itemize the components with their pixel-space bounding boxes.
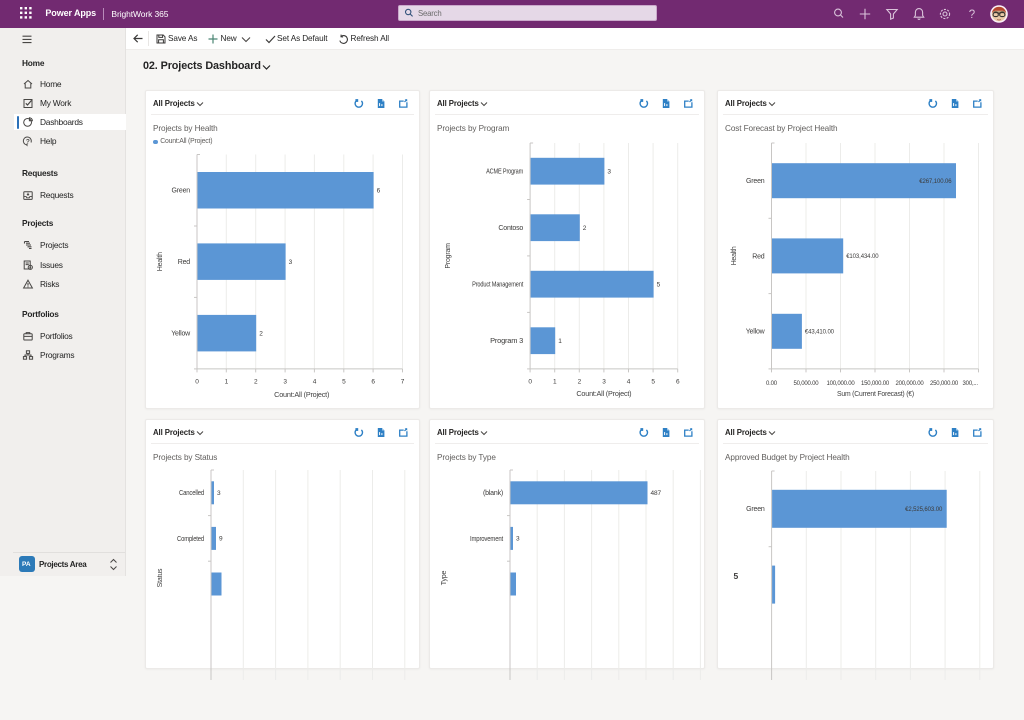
svg-text:Yellow: Yellow — [746, 329, 766, 336]
svg-text:(blank): (blank) — [483, 490, 503, 497]
svg-text:ACME Program: ACME Program — [486, 169, 523, 176]
svg-text:0: 0 — [528, 379, 532, 386]
svg-text:3: 3 — [283, 378, 287, 385]
svg-text:Green: Green — [746, 178, 765, 185]
svg-text:Red: Red — [752, 253, 765, 260]
svg-text:1: 1 — [553, 379, 557, 386]
svg-text:?: ? — [25, 139, 29, 146]
svg-text:Green: Green — [746, 506, 765, 513]
svg-text:3: 3 — [602, 379, 606, 386]
svg-text:Health: Health — [157, 252, 164, 271]
svg-text:Completed: Completed — [177, 536, 204, 543]
svg-text:Program: Program — [445, 243, 452, 269]
svg-text:Count:All (Project): Count:All (Project) — [274, 392, 329, 399]
svg-text:2: 2 — [254, 378, 258, 385]
svg-text:0.00: 0.00 — [766, 381, 778, 387]
svg-text:Contoso: Contoso — [498, 225, 523, 232]
svg-text:Yellow: Yellow — [171, 331, 191, 338]
svg-text:Green: Green — [172, 188, 191, 195]
svg-text:5: 5 — [651, 379, 655, 386]
svg-text:3: 3 — [607, 168, 611, 175]
svg-text:250,000.00: 250,000.00 — [930, 381, 959, 387]
svg-text:0: 0 — [195, 378, 199, 385]
svg-text:1: 1 — [558, 338, 562, 345]
svg-text:5: 5 — [342, 378, 346, 385]
svg-text:2: 2 — [578, 379, 582, 386]
svg-text:150,000.00: 150,000.00 — [861, 381, 890, 387]
svg-text:Count:All (Project): Count:All (Project) — [576, 391, 631, 398]
svg-text:€2,525,603.00: €2,525,603.00 — [905, 507, 943, 513]
svg-text:6: 6 — [371, 378, 375, 385]
svg-text:9: 9 — [219, 536, 223, 543]
svg-text:3: 3 — [217, 490, 221, 497]
svg-text:Sum (Current Forecast) (€): Sum (Current Forecast) (€) — [837, 391, 914, 398]
svg-text:Type: Type — [441, 571, 448, 586]
svg-text:Cancelled: Cancelled — [179, 490, 204, 497]
svg-text:487: 487 — [651, 490, 662, 497]
svg-text:Improvement: Improvement — [470, 536, 503, 543]
svg-text:Product Management: Product Management — [472, 282, 523, 289]
svg-text:3: 3 — [289, 259, 293, 266]
svg-text:2: 2 — [583, 225, 587, 232]
svg-text:1: 1 — [225, 378, 229, 385]
svg-text:Status: Status — [157, 568, 164, 587]
svg-text:Program 3: Program 3 — [490, 338, 523, 345]
svg-text:6: 6 — [377, 187, 381, 194]
svg-text:50,000.00: 50,000.00 — [794, 381, 820, 387]
svg-text:Red: Red — [178, 259, 191, 266]
svg-text:4: 4 — [627, 379, 631, 386]
svg-text:6: 6 — [676, 379, 680, 386]
svg-text:300,...: 300,... — [963, 381, 979, 387]
svg-text:2: 2 — [259, 330, 263, 337]
svg-text:100,000.00: 100,000.00 — [826, 381, 855, 387]
svg-text:200,000.00: 200,000.00 — [895, 381, 924, 387]
svg-text:3: 3 — [516, 536, 520, 543]
svg-text:€43,410.00: €43,410.00 — [805, 329, 835, 335]
svg-text:7: 7 — [401, 378, 405, 385]
svg-text:?: ? — [968, 9, 974, 21]
svg-text:€267,100.06: €267,100.06 — [919, 179, 952, 185]
svg-text:€103,434.00: €103,434.00 — [846, 254, 879, 260]
svg-text:5: 5 — [657, 281, 661, 288]
svg-text:4: 4 — [313, 378, 317, 385]
svg-text:Health: Health — [731, 246, 738, 265]
